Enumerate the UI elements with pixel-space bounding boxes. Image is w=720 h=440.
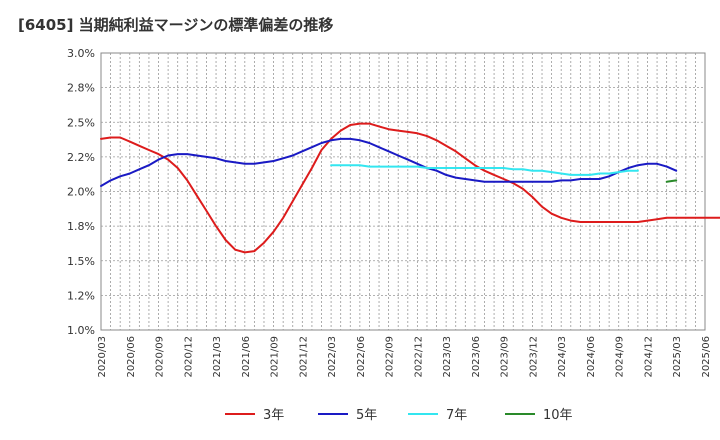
y-tick-label: 2.2% [67, 151, 95, 164]
x-tick-label: 2024/03 [557, 336, 568, 378]
x-axis-ticks: 2020/03 2020/06 2020/09 2020/12 2021/03 2021/… [97, 336, 712, 378]
y-tick-label: 3.0% [67, 47, 95, 60]
y-tick-label: 1.0% [67, 324, 95, 337]
y-tick-label: 2.5% [67, 116, 95, 129]
x-tick-label: 2022/12 [413, 336, 424, 378]
legend-label: 10年 [543, 408, 573, 423]
x-tick-label: 2020/03 [97, 336, 108, 378]
legend-label: 7年 [446, 408, 467, 423]
x-tick-label: 2025/03 [672, 336, 683, 378]
x-tick-label: 2024/06 [586, 336, 597, 378]
x-tick-label: 2022/06 [356, 336, 367, 378]
y-tick-label: 1.8% [67, 220, 95, 233]
x-tick-label: 2020/12 [183, 336, 194, 378]
y-tick-label: 1.5% [67, 255, 95, 268]
x-tick-label: 2023/09 [500, 336, 511, 378]
series-line-7年 [330, 164, 639, 176]
y-tick-label: 2.8% [67, 82, 95, 95]
x-tick-label: 2023/12 [528, 336, 539, 378]
y-tick-label: 1.2% [67, 289, 95, 302]
chart-title: [6405] 当期純利益マージンの標準偏差の推移 [18, 16, 334, 34]
x-tick-label: 2021/03 [212, 336, 223, 378]
legend-label: 5年 [356, 408, 377, 423]
x-tick-label: 2023/03 [442, 336, 453, 378]
x-tick-label: 2022/09 [385, 336, 396, 378]
x-tick-label: 2020/09 [155, 336, 166, 378]
y-tick-label: 2.0% [67, 186, 95, 199]
series-line-5年 [100, 137, 678, 187]
x-tick-label: 2022/03 [327, 336, 338, 378]
y-axis-ticks: 3.0% 2.8% 2.5% 2.2% 2.0% 1.8% 1.5% 1.2% 1.0% [67, 47, 95, 337]
series-line-10年 [665, 179, 678, 183]
legend-label: 3年 [263, 408, 284, 423]
x-tick-label: 2023/06 [471, 336, 482, 378]
series-lines [100, 122, 720, 254]
x-tick-label: 2021/09 [270, 336, 281, 378]
x-tick-label: 2025/06 [701, 336, 712, 378]
x-tick-label: 2024/09 [615, 336, 626, 378]
x-tick-label: 2020/06 [126, 336, 137, 378]
x-tick-label: 2024/12 [643, 336, 654, 378]
x-tick-label: 2021/12 [298, 336, 309, 378]
x-tick-label: 2021/06 [241, 336, 252, 378]
legend: 3年 5年 7年 10年 [225, 408, 573, 423]
series-line-3年 [100, 122, 720, 254]
